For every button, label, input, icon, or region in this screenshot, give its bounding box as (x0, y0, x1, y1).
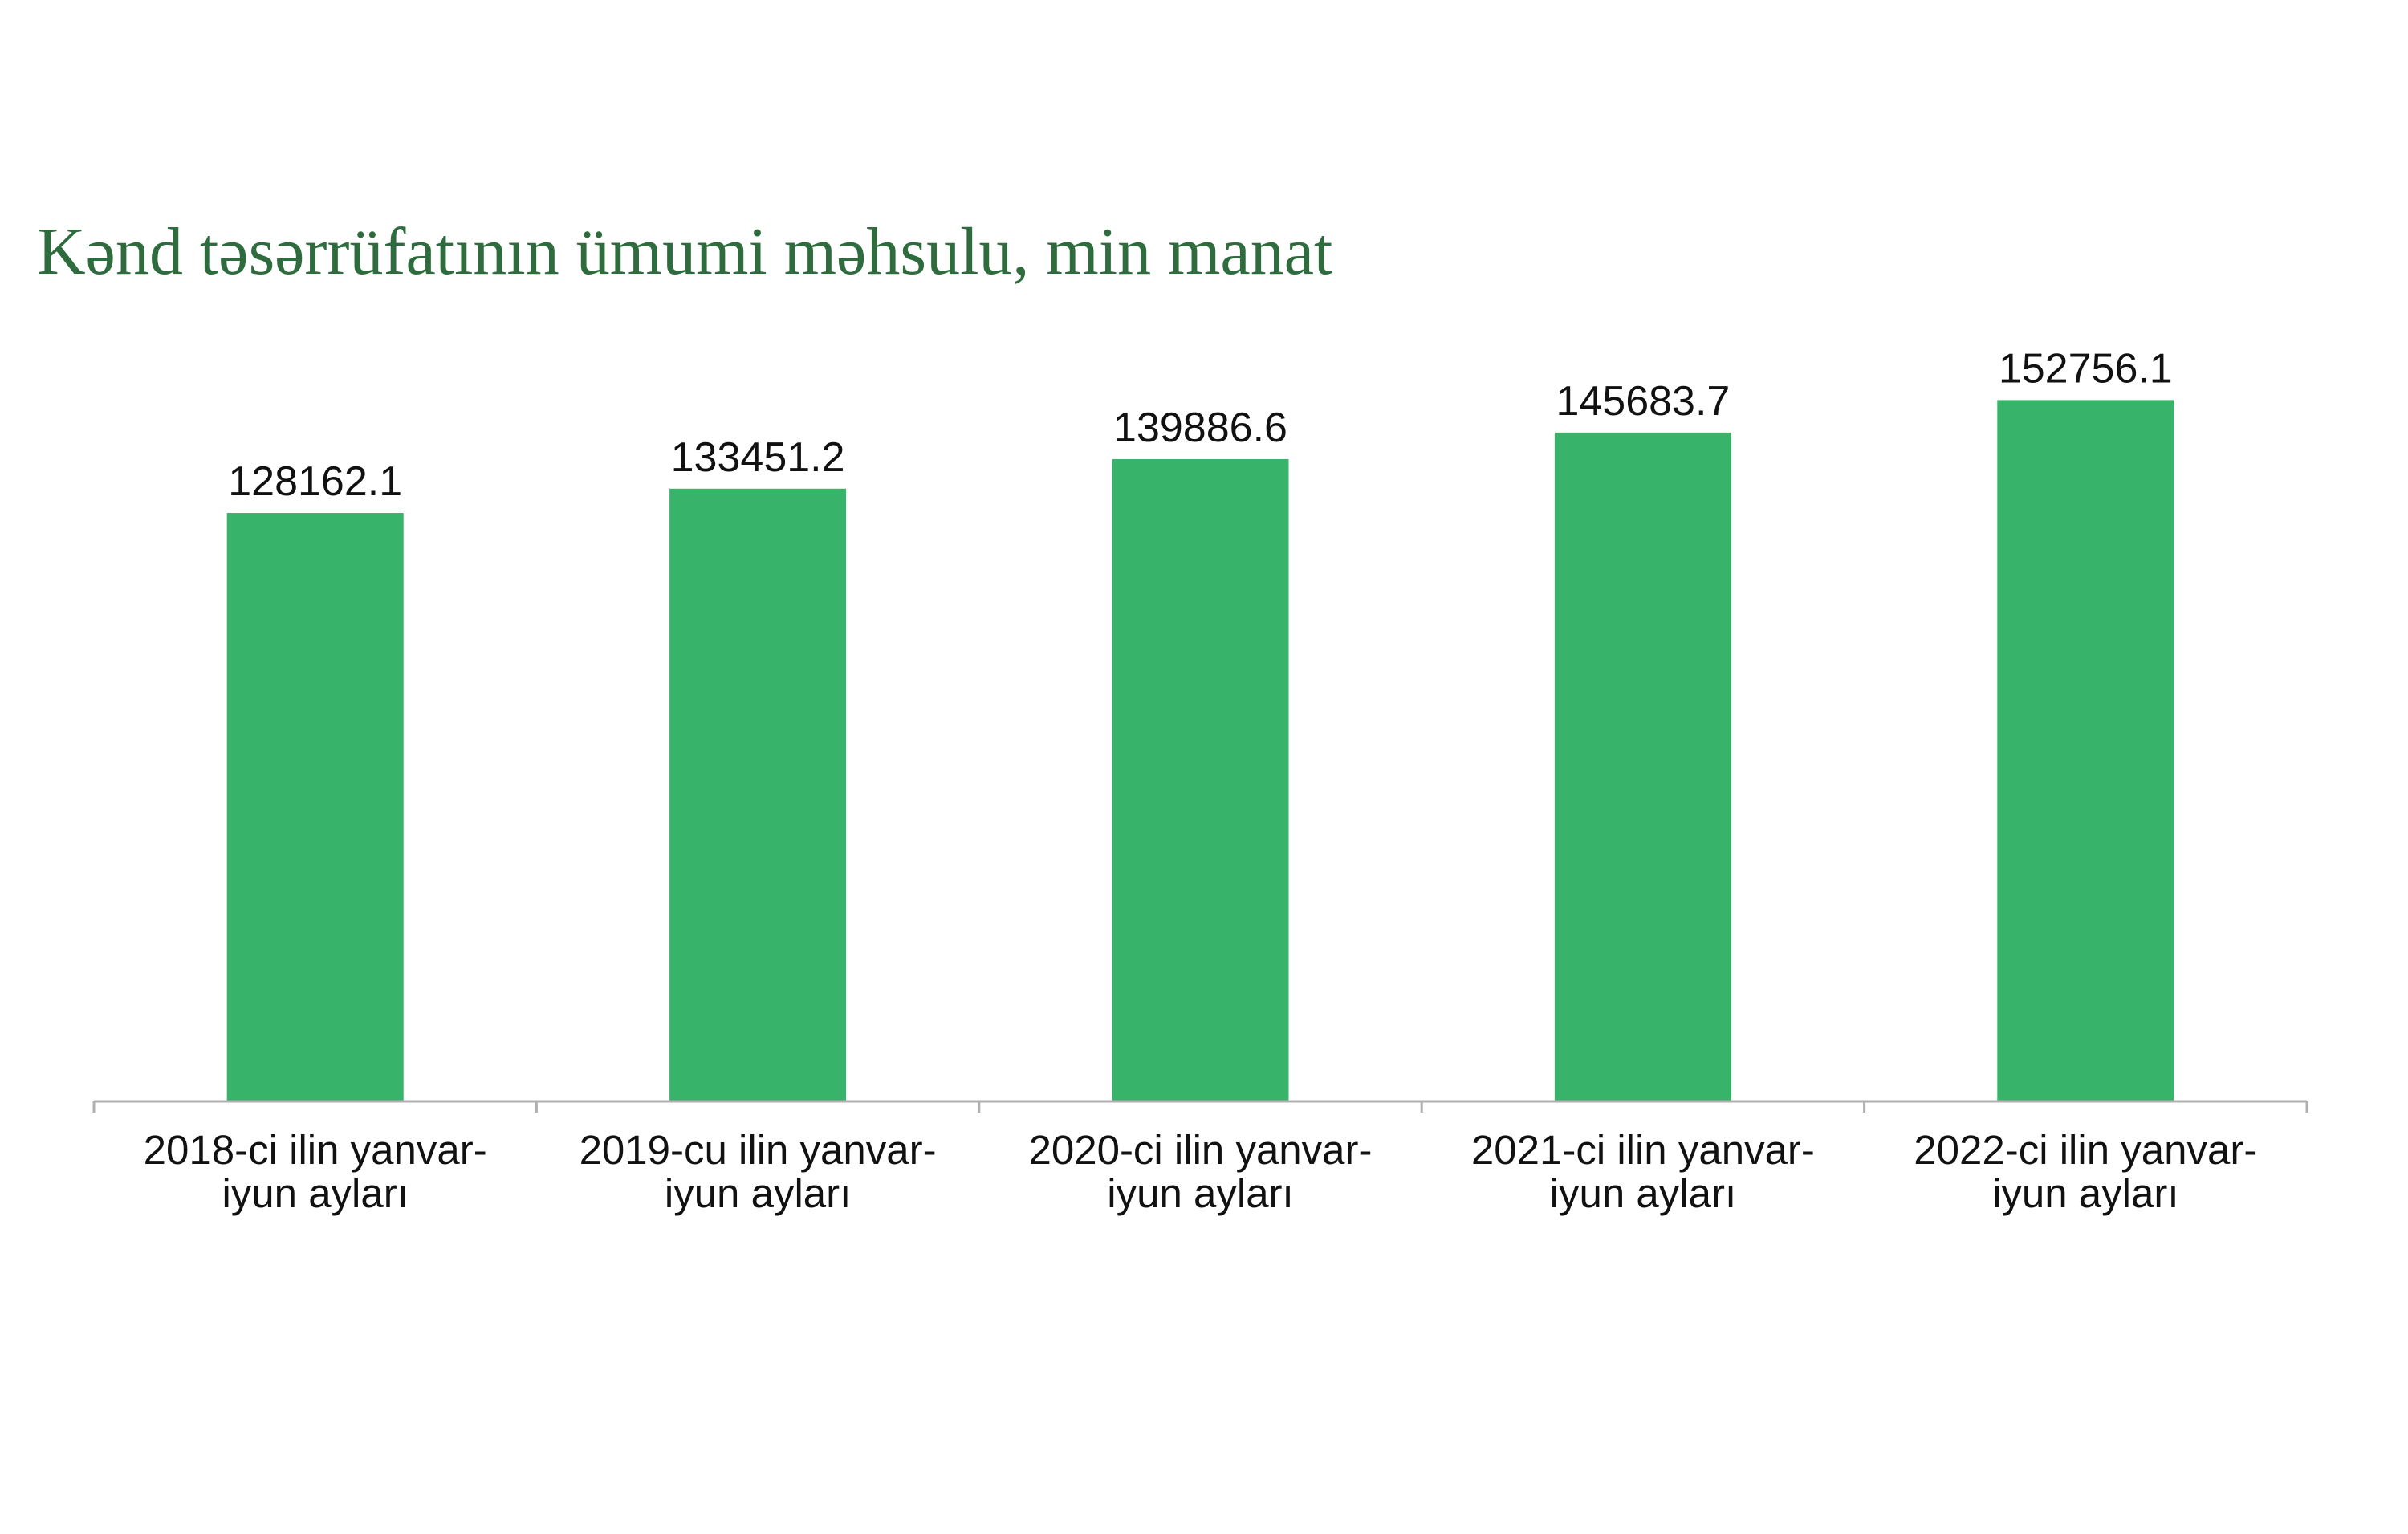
bars-layer (226, 400, 2174, 1101)
category-label: 2020-ci ilin yanvar- (1028, 1127, 1372, 1173)
category-label: iyun ayları (665, 1170, 851, 1216)
data-label: 152756.1 (1999, 345, 2173, 392)
category-label: iyun ayları (1992, 1170, 2178, 1216)
data-label: 139886.6 (1113, 405, 1287, 451)
bar (669, 488, 847, 1101)
data-label: 133451.2 (671, 434, 845, 481)
category-label: 2018-ci ilin yanvar- (144, 1127, 487, 1173)
category-label: iyun ayları (1550, 1170, 1736, 1216)
chart-title: Kənd təsərrüfatının ümumi məhsulu, min m… (37, 214, 1333, 289)
category-label: iyun ayları (1107, 1170, 1293, 1216)
category-label: 2022-ci ilin yanvar- (1914, 1127, 2257, 1173)
bar (1112, 458, 1289, 1101)
bar (1554, 432, 1731, 1101)
category-label: iyun ayları (222, 1170, 408, 1216)
category-label: 2019-cu ilin yanvar- (580, 1127, 937, 1173)
bar (226, 513, 404, 1101)
data-label: 145683.7 (1556, 378, 1730, 425)
data-label: 128162.1 (228, 458, 402, 505)
data-labels: 128162.1 133451.2 139886.6 145683.7 152756.1 (228, 345, 2172, 505)
category-label: 2021-ci ilin yanvar- (1471, 1127, 1815, 1173)
bar (1997, 400, 2174, 1101)
x-axis (92, 1100, 2308, 1113)
